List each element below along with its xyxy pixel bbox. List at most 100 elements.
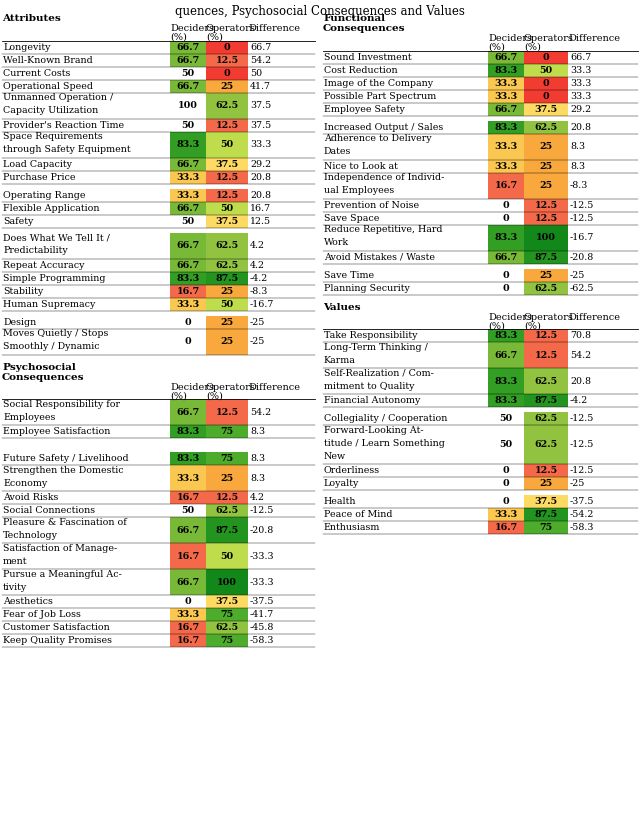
Text: 33.3: 33.3 (494, 162, 518, 171)
Text: Forward-Looking At-: Forward-Looking At- (324, 426, 424, 435)
Text: 33.3: 33.3 (177, 611, 200, 620)
Bar (170, 504, 206, 517)
Text: -4.2: -4.2 (250, 274, 268, 283)
Text: 16.7: 16.7 (177, 494, 200, 503)
Text: 8.3: 8.3 (570, 162, 585, 171)
Text: 62.5: 62.5 (534, 414, 557, 424)
Bar (488, 508, 524, 522)
Text: -25: -25 (250, 317, 266, 326)
Text: 100: 100 (536, 233, 556, 242)
Bar (488, 225, 524, 250)
Bar (170, 132, 206, 157)
Bar (206, 466, 248, 491)
Text: Possible Part Spectrum: Possible Part Spectrum (324, 91, 436, 101)
Text: 83.3: 83.3 (494, 377, 518, 386)
Bar (488, 282, 524, 295)
Text: 50: 50 (181, 506, 195, 515)
Text: Design: Design (3, 317, 36, 326)
Text: 62.5: 62.5 (216, 623, 239, 632)
Text: 0: 0 (543, 91, 549, 101)
Text: 50: 50 (220, 204, 234, 213)
Text: -62.5: -62.5 (570, 283, 595, 293)
Bar (488, 160, 524, 173)
Text: 25: 25 (540, 480, 552, 489)
Bar (488, 368, 524, 394)
Text: 66.7: 66.7 (494, 105, 518, 114)
Text: Operators: Operators (206, 383, 256, 392)
Text: 62.5: 62.5 (534, 283, 557, 293)
Bar (488, 77, 524, 90)
Bar (170, 54, 206, 67)
Text: Reduce Repetitive, Hard: Reduce Repetitive, Hard (324, 225, 442, 234)
Text: through Safety Equipment: through Safety Equipment (3, 145, 131, 154)
Text: 12.5: 12.5 (216, 120, 239, 129)
Text: 16.7: 16.7 (177, 636, 200, 645)
Text: Well-Known Brand: Well-Known Brand (3, 55, 93, 64)
Bar (170, 329, 206, 354)
Bar (170, 157, 206, 171)
Bar (488, 133, 524, 160)
Text: (%): (%) (206, 33, 223, 42)
Bar (488, 477, 524, 490)
Text: 20.8: 20.8 (250, 172, 271, 181)
Bar (524, 133, 568, 160)
Text: 50: 50 (181, 217, 195, 226)
Text: 54.2: 54.2 (570, 351, 591, 360)
Text: Karma: Karma (324, 356, 356, 365)
Text: Cost Reduction: Cost Reduction (324, 66, 397, 75)
Bar (488, 199, 524, 212)
Bar (206, 504, 248, 517)
Text: 25: 25 (540, 181, 552, 190)
Bar (488, 522, 524, 534)
Text: 12.5: 12.5 (216, 494, 239, 503)
Text: 25: 25 (220, 287, 234, 296)
Text: 12.5: 12.5 (534, 351, 557, 360)
Bar (170, 452, 206, 466)
Text: 83.3: 83.3 (494, 331, 518, 340)
Text: 0: 0 (502, 497, 509, 506)
Text: Consequences: Consequences (323, 24, 406, 33)
Text: Longevity: Longevity (3, 43, 51, 52)
Text: 25: 25 (540, 271, 552, 279)
Text: 0: 0 (502, 201, 509, 209)
Bar (206, 595, 248, 608)
Text: 33.3: 33.3 (250, 140, 271, 149)
Text: Prevention of Noise: Prevention of Noise (324, 201, 419, 209)
Text: 66.7: 66.7 (177, 526, 200, 535)
Text: 33.3: 33.3 (177, 300, 200, 308)
Bar (170, 92, 206, 119)
Text: (%): (%) (488, 43, 505, 52)
Text: 66.7: 66.7 (177, 204, 200, 213)
Text: 33.3: 33.3 (570, 66, 591, 75)
Text: Fear of Job Loss: Fear of Job Loss (3, 611, 81, 620)
Text: 33.3: 33.3 (494, 91, 518, 101)
Text: Save Space: Save Space (324, 213, 380, 222)
Text: ment: ment (3, 557, 28, 566)
Text: Loyalty: Loyalty (324, 480, 360, 489)
Bar (524, 63, 568, 77)
Text: 66.7: 66.7 (570, 53, 591, 62)
Text: 83.3: 83.3 (494, 123, 518, 132)
Text: 37.5: 37.5 (216, 217, 239, 226)
Bar (524, 508, 568, 522)
Text: 70.8: 70.8 (570, 331, 591, 340)
Text: 66.7: 66.7 (177, 55, 200, 64)
Text: Sound Investment: Sound Investment (324, 53, 412, 62)
Bar (524, 495, 568, 508)
Bar (206, 119, 248, 132)
Text: 4.2: 4.2 (250, 494, 265, 503)
Text: New: New (324, 452, 346, 461)
Bar (524, 173, 568, 199)
Text: 16.7: 16.7 (177, 287, 200, 296)
Text: Difference: Difference (568, 35, 620, 43)
Text: -58.3: -58.3 (250, 636, 275, 645)
Text: 12.5: 12.5 (534, 466, 557, 475)
Text: 0: 0 (502, 283, 509, 293)
Text: Satisfaction of Manage-: Satisfaction of Manage- (3, 544, 117, 553)
Bar (524, 90, 568, 103)
Text: 8.3: 8.3 (570, 143, 585, 151)
Text: Save Time: Save Time (324, 271, 374, 279)
Text: Flexible Application: Flexible Application (3, 204, 99, 213)
Text: 66.7: 66.7 (494, 351, 518, 360)
Text: (%): (%) (524, 43, 541, 52)
